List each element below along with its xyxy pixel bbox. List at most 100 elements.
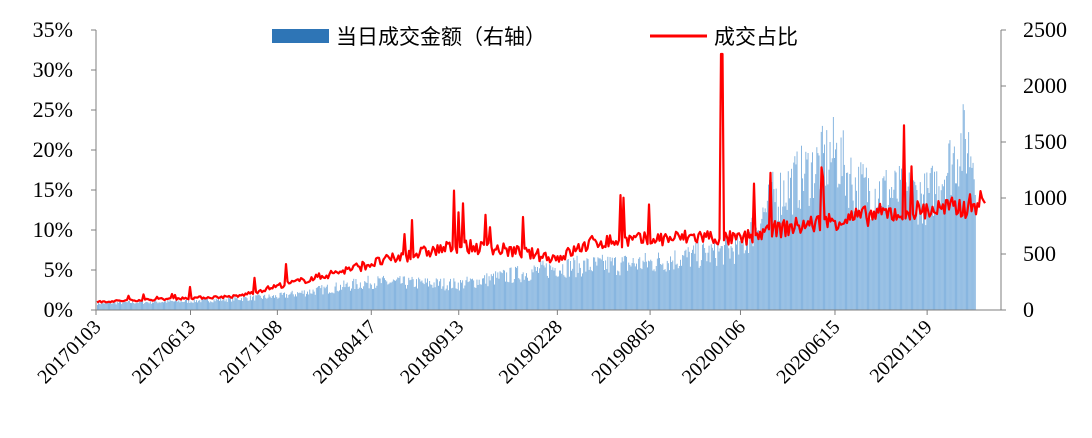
bar — [358, 287, 360, 310]
bar — [563, 275, 565, 310]
bar — [132, 301, 134, 310]
bar — [247, 300, 249, 310]
bar — [408, 277, 410, 310]
bar — [469, 278, 471, 310]
bar — [330, 292, 332, 310]
bar — [727, 245, 729, 310]
bar — [244, 297, 246, 310]
bar — [306, 293, 307, 310]
bar — [696, 261, 698, 310]
bar — [653, 269, 655, 310]
bar — [794, 156, 796, 310]
bar — [214, 301, 216, 310]
bar — [698, 267, 700, 310]
bar — [357, 289, 359, 310]
bar — [938, 186, 940, 310]
bar — [429, 281, 431, 310]
bar — [364, 281, 366, 310]
bar — [687, 247, 689, 310]
bar — [744, 250, 746, 310]
bar — [581, 276, 582, 310]
bar — [599, 258, 601, 310]
x-tick-label: 20190805 — [587, 316, 659, 388]
x-tick-label: 20200106 — [678, 316, 750, 388]
bar — [790, 177, 791, 310]
bar — [611, 257, 613, 310]
bar — [903, 167, 905, 310]
bar — [971, 167, 973, 310]
bar — [683, 255, 685, 310]
bar — [286, 294, 288, 310]
bar — [733, 263, 735, 310]
bar — [925, 225, 927, 310]
bar — [462, 280, 464, 310]
bar — [150, 303, 152, 310]
bar — [933, 215, 934, 310]
bar — [616, 275, 618, 310]
bar — [539, 268, 541, 310]
bar — [792, 214, 794, 310]
bar — [317, 287, 318, 310]
bar — [847, 172, 849, 310]
bar — [411, 276, 413, 310]
bar — [460, 280, 461, 310]
bar — [304, 296, 306, 310]
bar — [863, 177, 865, 310]
bar — [475, 287, 477, 310]
bar — [752, 246, 754, 310]
bar — [890, 197, 891, 310]
bar — [762, 207, 764, 310]
bar — [615, 257, 616, 310]
bar — [373, 288, 374, 310]
bar — [307, 291, 308, 310]
bar — [166, 302, 168, 310]
left-tick-label: 30% — [33, 57, 73, 82]
legend-bar-label: 当日成交金额（右轴） — [336, 25, 546, 49]
bar — [472, 278, 473, 310]
bar — [328, 293, 329, 310]
bar — [354, 289, 356, 310]
bar — [262, 298, 263, 310]
bar — [163, 302, 164, 310]
bar — [731, 247, 733, 310]
bar — [359, 282, 361, 310]
bar — [365, 282, 367, 310]
bar — [887, 205, 889, 310]
bar — [279, 292, 281, 310]
bar — [519, 279, 521, 310]
legend-line-label: 成交占比 — [714, 25, 798, 49]
bar — [115, 304, 117, 310]
bar — [142, 300, 143, 310]
bar — [594, 257, 596, 310]
bar — [225, 299, 227, 310]
bar — [501, 273, 503, 310]
bar — [242, 301, 244, 310]
bar — [446, 285, 448, 310]
bar — [857, 209, 858, 310]
bar — [861, 174, 863, 310]
bar — [559, 270, 560, 310]
bar — [736, 244, 737, 310]
bar — [593, 257, 594, 310]
bar — [383, 275, 384, 310]
bar — [308, 294, 310, 310]
bar — [884, 180, 886, 310]
bar — [618, 271, 620, 310]
bar — [483, 278, 484, 310]
bar — [909, 213, 911, 310]
bar — [424, 278, 426, 310]
bar — [170, 300, 172, 310]
bar — [848, 207, 850, 310]
bar — [974, 195, 976, 310]
bar — [869, 191, 871, 310]
bar — [776, 220, 778, 310]
bar — [760, 223, 762, 310]
bar — [956, 183, 957, 310]
bar — [834, 158, 835, 310]
bar — [958, 186, 960, 310]
bar — [135, 303, 137, 310]
bar — [433, 282, 435, 310]
bar — [550, 265, 552, 310]
bar — [450, 278, 451, 310]
bar — [97, 304, 98, 310]
